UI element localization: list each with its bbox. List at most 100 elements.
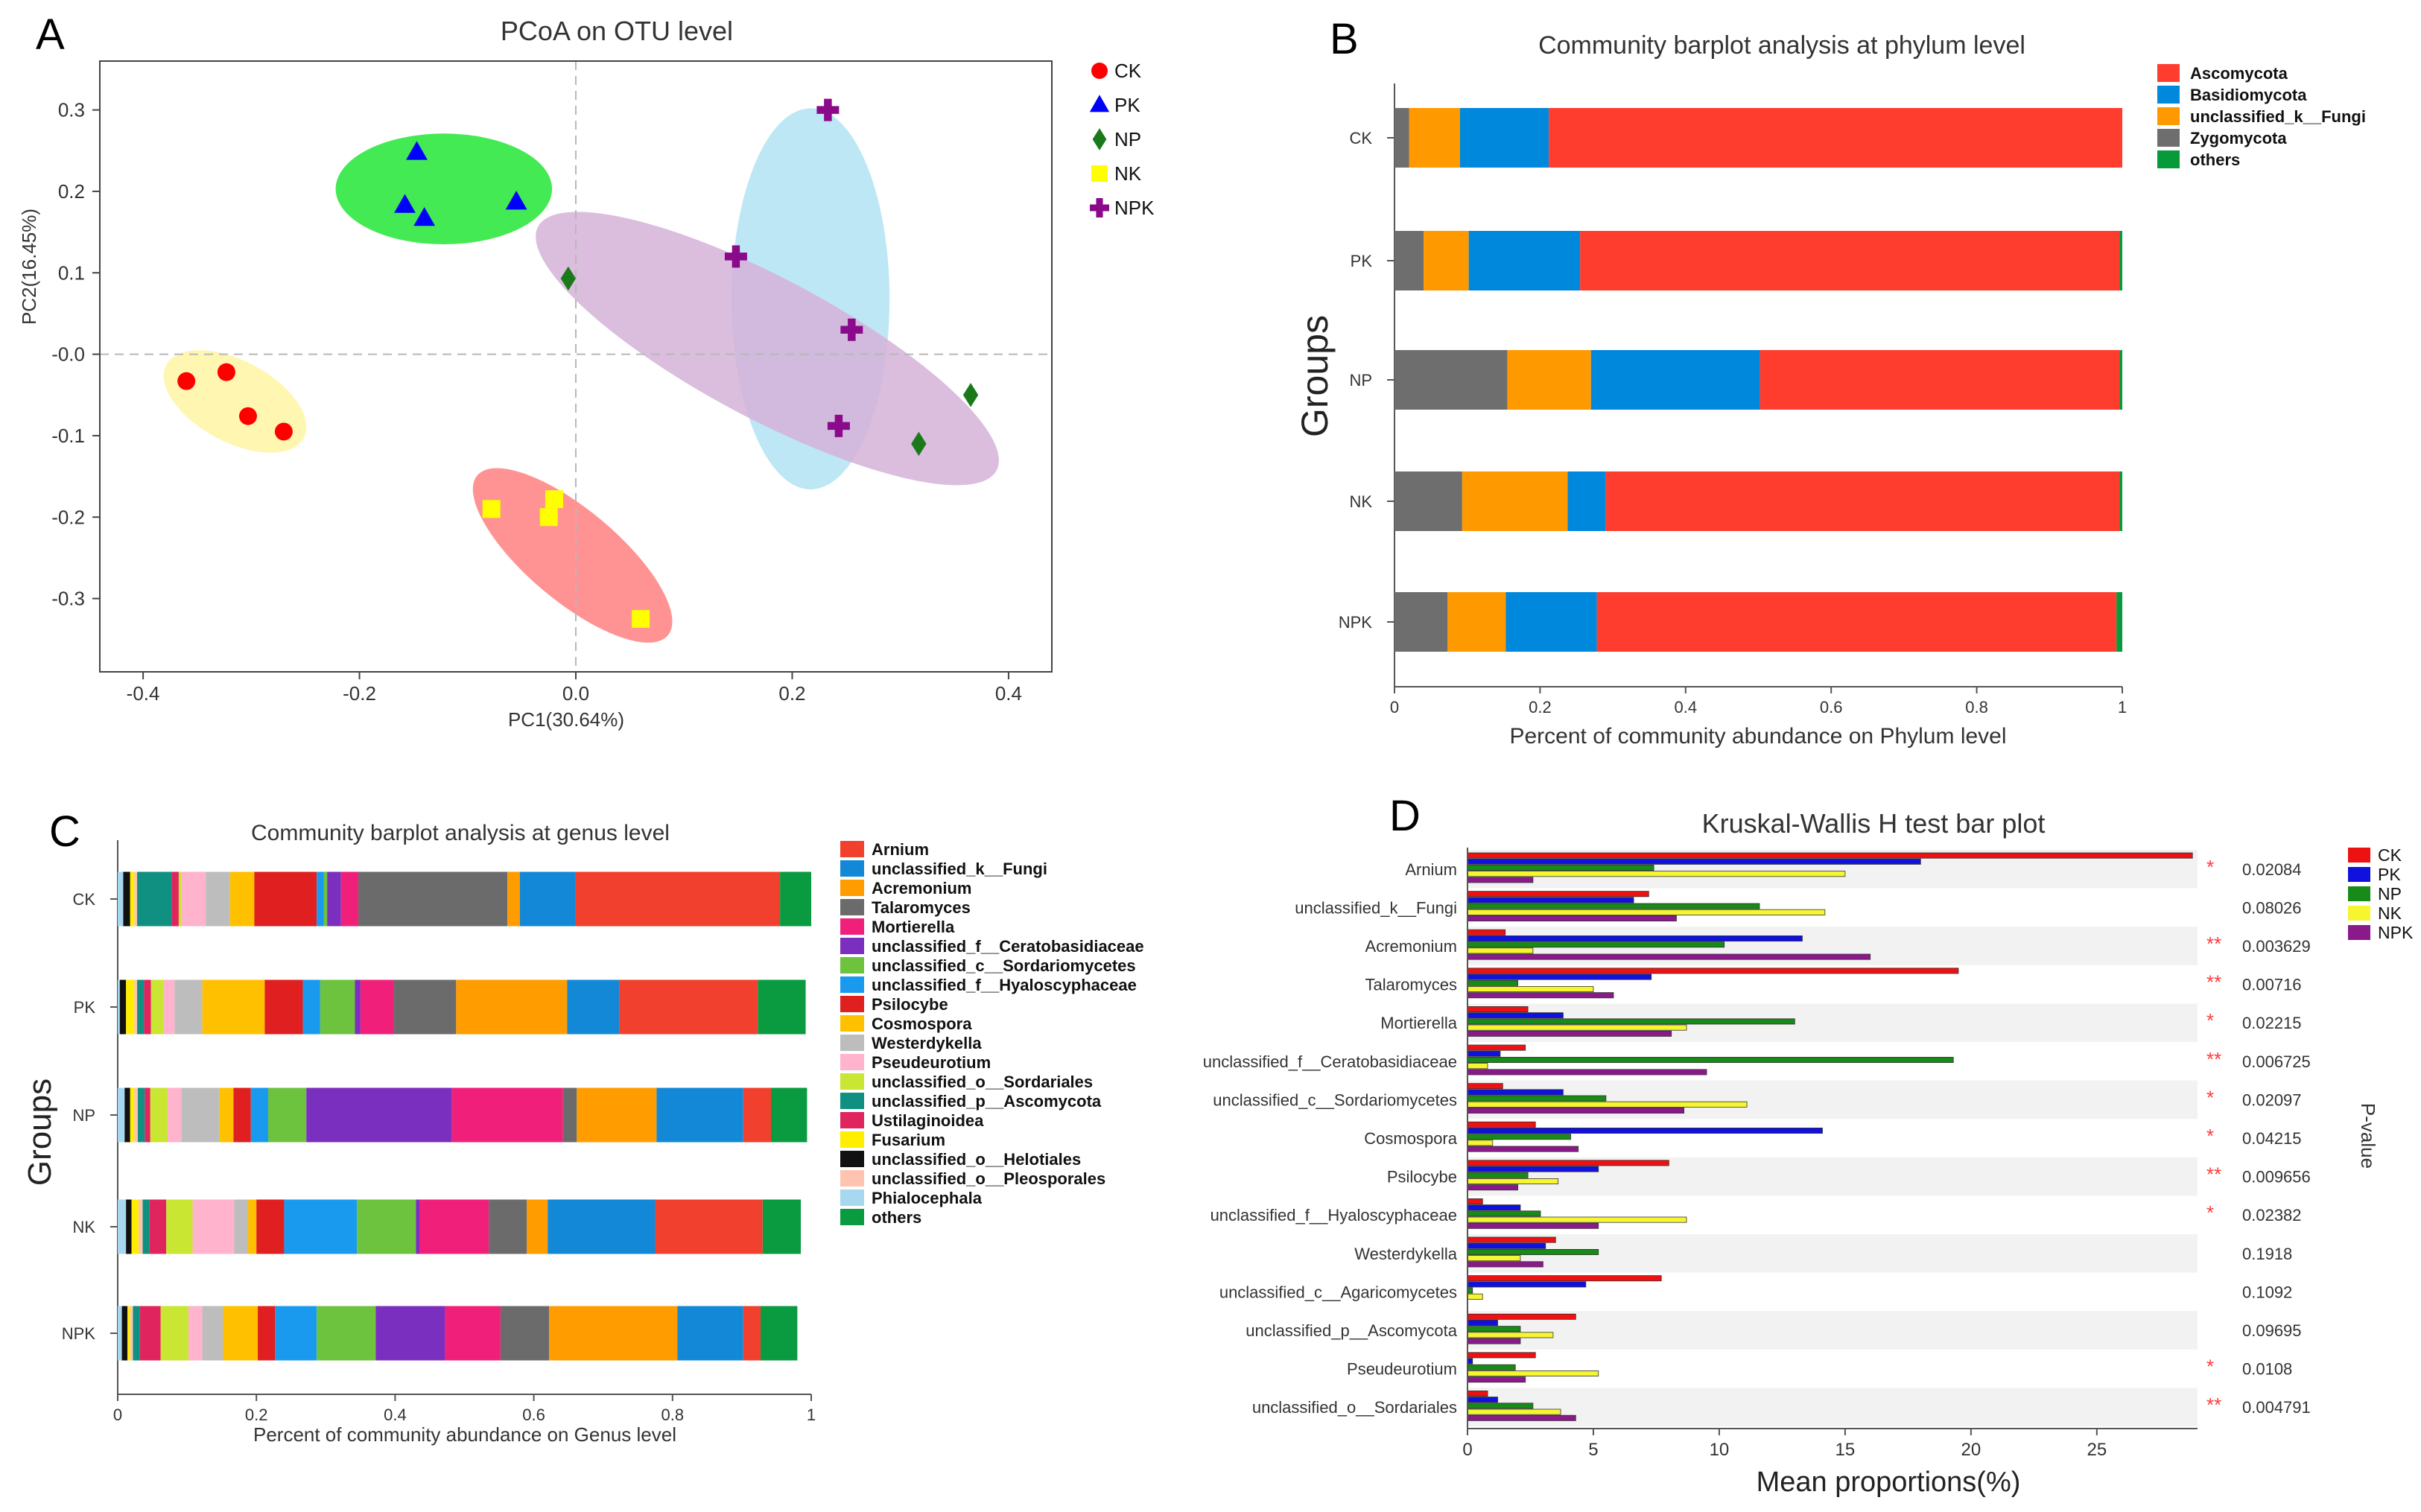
bar-segment-acremonium — [577, 1087, 657, 1143]
point-np — [560, 266, 577, 291]
bar-segment-unclassified-p-ascomycota — [133, 1306, 140, 1361]
phylum-plot-area: CK PK NP NK NPK 0 0.2 0.4 0.6 0.8 1 — [1339, 83, 2127, 717]
bar-segment-westerdykella — [206, 871, 230, 927]
kw-title: Kruskal-Wallis H test bar plot — [1702, 808, 2046, 839]
legend-label: unclassified_f__Hyaloscyphaceae — [872, 976, 1137, 994]
bar-ck — [1467, 1083, 1503, 1090]
bar-segment-unclassified-f-ceratobasidiaceae — [306, 1087, 452, 1143]
point-pk — [413, 207, 436, 226]
bar-segment-pseudeurotium — [188, 1306, 203, 1361]
legend-swatch — [2157, 129, 2180, 147]
p-value: 0.006725 — [2242, 1052, 2311, 1071]
bar-segment-phialocephala — [118, 871, 124, 927]
bar-npk — [1467, 1222, 1599, 1229]
x-tick-label: 10 — [1710, 1440, 1730, 1460]
bar-segment-ustilaginoidea — [149, 1199, 167, 1254]
genus-y-label: Groups — [22, 1079, 58, 1186]
legend-swatch — [2157, 107, 2180, 125]
bar-segment-mortierella — [445, 1306, 501, 1361]
bar-segment-acremonium — [527, 1199, 548, 1254]
x-tick-label: 1 — [2118, 698, 2127, 717]
bar-npk — [1467, 915, 1677, 922]
significance-marker: ** — [2206, 1394, 2221, 1416]
x-tick-label: 0.4 — [995, 682, 1022, 705]
bar-pk — [1467, 936, 1803, 942]
bar-segment-fusarium — [130, 871, 135, 927]
kw-p-value-label: P-value — [2357, 1103, 2379, 1169]
bar-segment-unclassified-c-sordariomycetes — [268, 1087, 307, 1143]
bar-segment-unclassified-f-ceratobasidiaceae — [355, 979, 361, 1035]
bar-segment-unclassified-f-ceratobasidiaceae — [375, 1306, 445, 1361]
bar-np — [1467, 1095, 1607, 1102]
significance-marker: ** — [2206, 1163, 2221, 1186]
bar-segment-mortierella — [360, 979, 394, 1035]
bar-segment-arnium — [743, 1306, 761, 1361]
significance-marker: * — [2206, 1356, 2214, 1378]
bar-segment-unclassified-p-ascomycota — [142, 1199, 150, 1254]
bar-segment-mortierella — [419, 1199, 489, 1254]
legend-swatch — [840, 860, 864, 877]
panel-letter-b: B — [1330, 15, 1359, 63]
bar-segment-unclassified-o-sordariales — [160, 1306, 188, 1361]
legend-label: Zygomycota — [2190, 129, 2287, 147]
bar-npk — [1467, 1069, 1707, 1076]
bar-npk — [1467, 1030, 1672, 1037]
bar-np — [1467, 1210, 1541, 1217]
y-tick-label: -0.3 — [51, 588, 85, 610]
bar-segment-phialocephala — [118, 979, 120, 1035]
p-value: 0.04215 — [2242, 1129, 2302, 1148]
legend-swatch — [840, 1151, 864, 1167]
bar-segment-basidiomycota — [1590, 350, 1760, 410]
legend-swatch — [2157, 150, 2180, 168]
legend-swatch — [840, 1035, 864, 1051]
taxon-label: Acremonium — [1365, 937, 1457, 956]
bar-ck — [1467, 852, 2193, 859]
legend-marker-pk — [1089, 95, 1110, 112]
bar-segment-fusarium — [130, 1087, 135, 1143]
legend-label: unclassified_c__Sordariomycetes — [872, 956, 1136, 975]
x-tick-label: 0 — [1462, 1440, 1472, 1460]
bar-segment-unclassified-p-ascomycota — [137, 979, 145, 1035]
bar-pk — [1467, 1397, 1498, 1403]
legend-label: Fusarium — [872, 1131, 945, 1149]
phylum-barplot-panel: Community barplot analysis at phylum lev… — [1294, 31, 2366, 749]
bar-pk — [1467, 973, 1652, 980]
group-label: CK — [1349, 129, 1372, 147]
legend-label-npk: NPK — [2378, 923, 2414, 942]
y-tick-label: -0.2 — [51, 506, 85, 528]
bar-segment-unclassified-c-sordariomycetes — [317, 1306, 376, 1361]
group-label: NK — [1349, 492, 1372, 511]
bar-pk — [1467, 1050, 1501, 1057]
significance-marker: * — [2206, 1125, 2214, 1147]
bar-segment-phialocephala — [118, 1306, 122, 1361]
panel-letter-a: A — [36, 10, 65, 59]
y-tick-label: 0.1 — [58, 261, 85, 284]
panel-letter-c: C — [49, 807, 80, 856]
legend-swatch — [2157, 64, 2180, 82]
bar-segment-others — [771, 1087, 807, 1143]
bar-segment-unclassified-k-fungi — [1507, 350, 1591, 410]
legend-label: Phialocephala — [872, 1189, 983, 1207]
pcoa-legend: CK PK NP NK NPK — [1089, 60, 1155, 219]
legend-swatch — [840, 1189, 864, 1206]
genus-title: Community barplot analysis at genus leve… — [251, 821, 670, 845]
bar-ck — [1467, 1275, 1662, 1282]
p-value: 0.003629 — [2242, 937, 2311, 956]
bar-segment-talaromyces — [489, 1199, 527, 1254]
point-nk — [545, 490, 563, 509]
p-value: 0.02215 — [2242, 1014, 2302, 1032]
bar-segment-unclassified-k-fungi — [1424, 231, 1469, 290]
p-value: 0.09695 — [2242, 1321, 2302, 1340]
x-tick-label: 0.8 — [661, 1405, 685, 1424]
pcoa-x-label: PC1(30.64%) — [508, 708, 624, 731]
bar-segment-ustilaginoidea — [145, 1087, 150, 1143]
bar-segment-others — [761, 1306, 798, 1361]
bar-ck — [1467, 968, 1959, 974]
bar-segment-ascomycota — [1605, 471, 2120, 531]
phylum-x-label: Percent of community abundance on Phylum… — [1509, 724, 2006, 749]
legend-label: Cosmospora — [872, 1014, 972, 1033]
bar-segment-westerdykella — [234, 1199, 249, 1254]
bar-segment-psilocybe — [254, 871, 317, 927]
legend-label: unclassified_p__Ascomycota — [872, 1092, 1102, 1111]
taxon-label: unclassified_o__Sordariales — [1252, 1398, 1457, 1417]
